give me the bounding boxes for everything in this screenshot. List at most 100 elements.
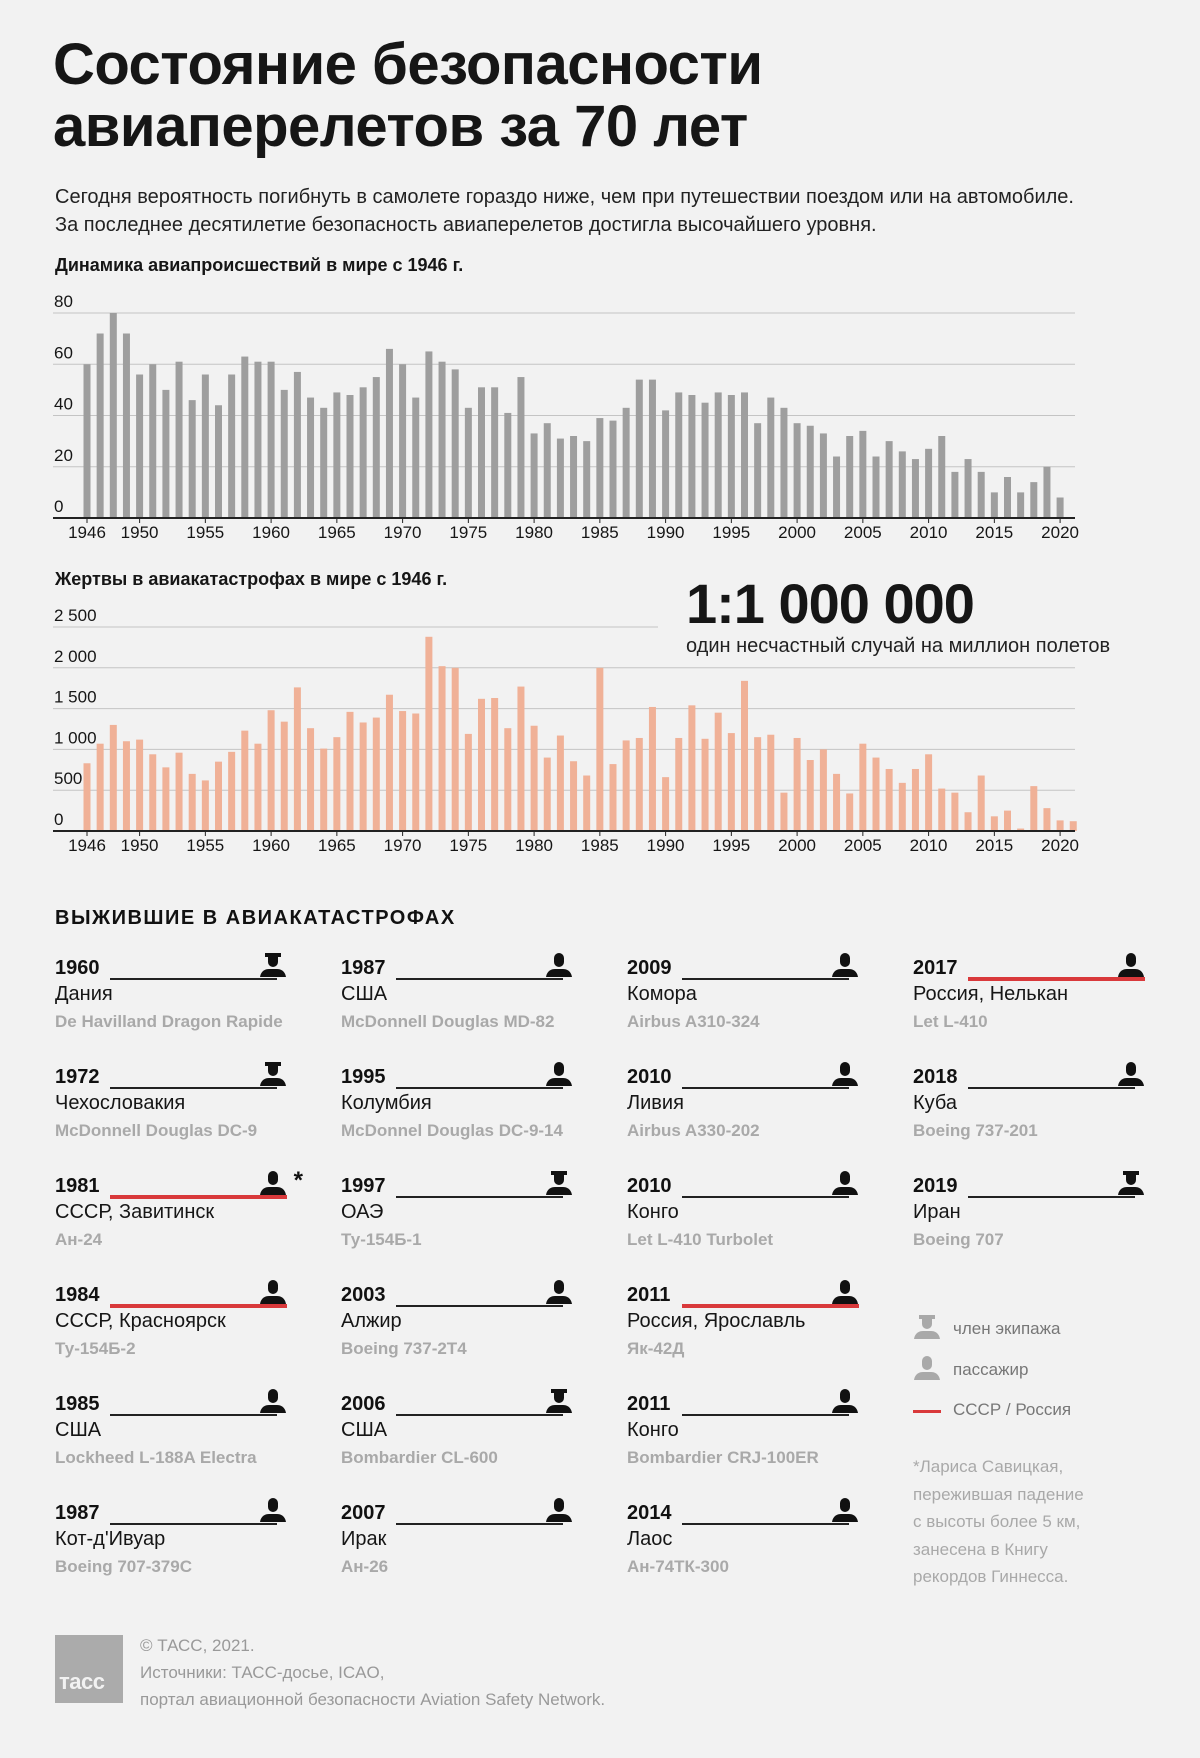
bar-1951 [149, 754, 157, 831]
survivor-aircraft: Boeing 737-201 [913, 1121, 1038, 1140]
y-tick-label: 80 [54, 292, 73, 311]
bar-1979 [517, 377, 525, 518]
bar-1955 [201, 374, 209, 518]
bar-1990 [662, 777, 670, 831]
bar-2019 [1043, 808, 1051, 831]
divider-line [396, 978, 563, 980]
x-tick-label: 2015 [975, 836, 1013, 855]
bar-1967 [359, 387, 367, 518]
survivor-item: 1985 США Lockheed L-188A Electra [55, 1389, 287, 1493]
bar-1999 [780, 792, 788, 831]
bar-1970 [399, 364, 407, 518]
passenger-icon [1118, 1062, 1144, 1086]
x-tick-label: 1985 [581, 523, 619, 542]
copyright: © ТАСС, 2021. [140, 1636, 255, 1655]
bar-1984 [583, 441, 591, 518]
passenger-icon [546, 1498, 572, 1522]
bar-1998 [767, 734, 775, 831]
bar-1961 [280, 389, 288, 518]
bar-2000 [793, 423, 801, 518]
x-tick-label: 1965 [318, 523, 356, 542]
bar-2012 [951, 792, 959, 831]
survivor-place: Куба [913, 1092, 957, 1114]
bar-1965 [333, 392, 341, 518]
bar-1996 [741, 392, 748, 518]
bar-1995 [727, 733, 735, 831]
divider-line [682, 1087, 849, 1089]
bar-1982 [556, 735, 564, 831]
survivor-item: 2003 Алжир Boeing 737-2T4 [341, 1280, 573, 1384]
bar-1962 [293, 687, 301, 831]
survivor-item: 2017 Россия, Нелькан Let L-410 [913, 953, 1145, 1057]
passenger-icon [832, 953, 858, 977]
bar-1962 [293, 371, 301, 518]
sources-line-1: Источники: ТАСС-досье, ICAO, [140, 1663, 385, 1682]
intro-line-1: Сегодня вероятность погибнуть в самолете… [55, 186, 1074, 208]
bar-1977 [491, 697, 499, 831]
bar-2016 [1004, 810, 1011, 831]
footnote-line: рекордов Гиннесса. [913, 1567, 1069, 1586]
y-tick-label: 20 [54, 446, 73, 465]
bar-1986 [609, 420, 617, 518]
bar-2004 [846, 793, 854, 831]
survivor-place: СССР, Завитинск [55, 1201, 215, 1223]
passenger-icon [546, 1280, 572, 1304]
bar-2006 [872, 757, 880, 831]
x-tick-label: 2005 [844, 836, 882, 855]
survivor-place: Иран [913, 1201, 961, 1223]
x-tick-label: 2005 [844, 523, 882, 542]
passenger-icon [914, 1356, 940, 1380]
divider-line [396, 1196, 563, 1198]
x-tick-label: 1990 [647, 836, 685, 855]
x-tick-label: 1946 [68, 523, 106, 542]
bar-1992 [688, 705, 696, 831]
title-line-1: Состояние безопасности [53, 32, 763, 97]
survivor-year: 2011 [627, 1284, 671, 1306]
survivor-place: СССР, Красноярск [55, 1310, 226, 1332]
bar-2008 [898, 451, 906, 518]
survivor-item: 1997 ОАЭ Ту-154Б-1 [341, 1171, 573, 1275]
bar-1978 [504, 412, 512, 518]
bar-1975 [464, 733, 472, 831]
y-tick-label: 40 [54, 395, 73, 414]
x-tick-label: 1970 [384, 523, 422, 542]
survivor-place: Алжир [341, 1310, 402, 1332]
passenger-icon [260, 1498, 286, 1522]
survivor-aircraft: McDonnel Douglas DC-9-14 [341, 1121, 563, 1140]
survivor-year: 2006 [341, 1393, 386, 1415]
x-tick-label: 2000 [778, 836, 816, 855]
divider-line [682, 1414, 849, 1416]
bar-1959 [254, 361, 262, 518]
x-tick-label: 1970 [384, 836, 422, 855]
bar-1975 [464, 407, 472, 518]
bar-1957 [228, 751, 236, 831]
bar-1951 [149, 364, 157, 518]
bar-1963 [307, 397, 315, 518]
divider-line [396, 1087, 563, 1089]
survivor-aircraft: Airbus A330-202 [627, 1121, 760, 1140]
highlight-value: 1:1 000 000 [686, 572, 975, 635]
bar-1954 [188, 773, 196, 831]
survivor-item: 2019 Иран Boeing 707 [913, 1171, 1145, 1275]
passenger-icon [832, 1280, 858, 1304]
bar-2013 [964, 459, 972, 518]
bar-1990 [662, 410, 670, 518]
passenger-icon [546, 1062, 572, 1086]
bar-1958 [241, 730, 249, 831]
survivor-place: Россия, Ярославль [627, 1310, 806, 1332]
bar-1983 [570, 436, 578, 518]
bar-1998 [767, 397, 775, 518]
survivor-year: 2010 [627, 1066, 672, 1088]
bar-2021 [1069, 821, 1077, 831]
survivor-aircraft: Ту-154Б-1 [341, 1230, 422, 1249]
survivor-place: Конго [627, 1201, 679, 1223]
bar-1993 [701, 402, 709, 518]
survivor-place: Россия, Нелькан [913, 983, 1069, 1005]
x-tick-label: 1995 [712, 836, 750, 855]
survivor-place: Ирак [341, 1528, 387, 1550]
bar-1992 [688, 395, 696, 518]
survivor-item: 2011 Конго Bombardier CRJ-100ER [627, 1389, 859, 1493]
survivor-aircraft: Ан-26 [341, 1557, 389, 1576]
bar-2020 [1056, 820, 1064, 831]
survivor-aircraft: Boeing 707 [913, 1230, 1004, 1249]
